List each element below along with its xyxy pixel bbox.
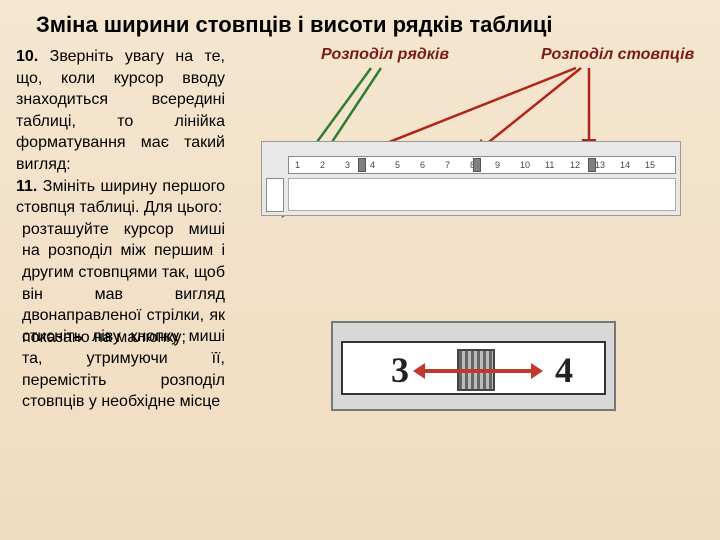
ruler-tick: 5 [395,160,400,170]
ruler-screenshot: 123456789101112131415 [261,141,681,216]
ruler-tick: 14 [620,160,630,170]
illustration-area: Розподіл рядків Розподіл стовпців 123456… [231,46,704,413]
zoom-number-left: 3 [391,349,409,391]
ruler-tick: 9 [495,160,500,170]
page-title: Зміна ширини стовпців і висоти рядків та… [0,0,720,46]
ruler-tick: 11 [545,160,554,170]
step-11-num: 11. [16,178,37,195]
ruler-tick: 3 [345,160,350,170]
zoom-number-right: 4 [555,349,573,391]
content: 10. Зверніть увагу на те, що, коли курсо… [0,46,720,413]
ruler-tick: 15 [645,160,655,170]
column-marker-icon [588,158,596,172]
ruler-tick: 10 [520,160,530,170]
ruler-zoom-screenshot: 3 4 [331,321,616,411]
document-area [288,178,676,211]
column-marker-icon [473,158,481,172]
ruler-tick: 4 [370,160,375,170]
step-10-text: Зверніть увагу на те, що, коли курсор вв… [16,48,225,173]
ruler-tick: 2 [320,160,325,170]
ruler-tick: 12 [570,160,580,170]
rows-divider-label: Розподіл рядків [321,46,449,64]
vertical-ruler [266,178,284,212]
zoom-ruler-strip: 3 4 [341,341,606,395]
step-10-num: 10. [16,48,38,65]
ruler-tick: 6 [420,160,425,170]
horizontal-ruler: 123456789101112131415 [288,156,676,174]
substep-b: стисніть ліву кнопку миші та, утримуючи … [16,326,225,412]
resize-arrow-icon [423,369,533,373]
ruler-tick: 13 [595,160,605,170]
instructions-text: 10. Зверніть увагу на те, що, коли курсо… [16,46,231,413]
ruler-tick: 1 [295,160,300,170]
step-11-text: Змініть ширину першого стовпця таблиці. … [16,178,225,217]
cols-divider-label: Розподіл стовпців [541,46,694,64]
ruler-tick: 7 [445,160,450,170]
column-marker-icon [358,158,366,172]
